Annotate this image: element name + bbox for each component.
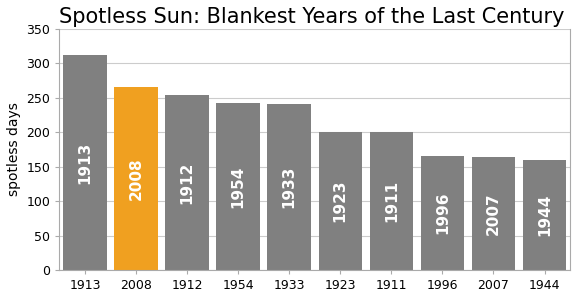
Bar (216, 103, 260, 270)
Text: 2008: 2008 (129, 157, 144, 200)
Bar (268, 104, 311, 270)
Text: 1911: 1911 (384, 180, 399, 222)
Y-axis label: spotless days: spotless days (7, 102, 21, 196)
Text: 1954: 1954 (231, 165, 246, 208)
Bar (472, 157, 515, 270)
Text: 1913: 1913 (77, 142, 92, 184)
Bar (370, 132, 413, 270)
Bar (319, 132, 362, 270)
Bar (63, 55, 107, 270)
Text: 1996: 1996 (435, 192, 450, 234)
Bar (421, 156, 464, 270)
Text: 1944: 1944 (537, 194, 552, 236)
Text: 1912: 1912 (179, 161, 194, 204)
Text: Spotless Sun: Blankest Years of the Last Century: Spotless Sun: Blankest Years of the Last… (59, 7, 565, 27)
Bar (166, 95, 209, 270)
Text: 2007: 2007 (486, 192, 501, 235)
Bar (114, 87, 158, 270)
Text: 1933: 1933 (282, 166, 297, 208)
Text: 1923: 1923 (333, 180, 348, 222)
Bar (523, 160, 566, 270)
